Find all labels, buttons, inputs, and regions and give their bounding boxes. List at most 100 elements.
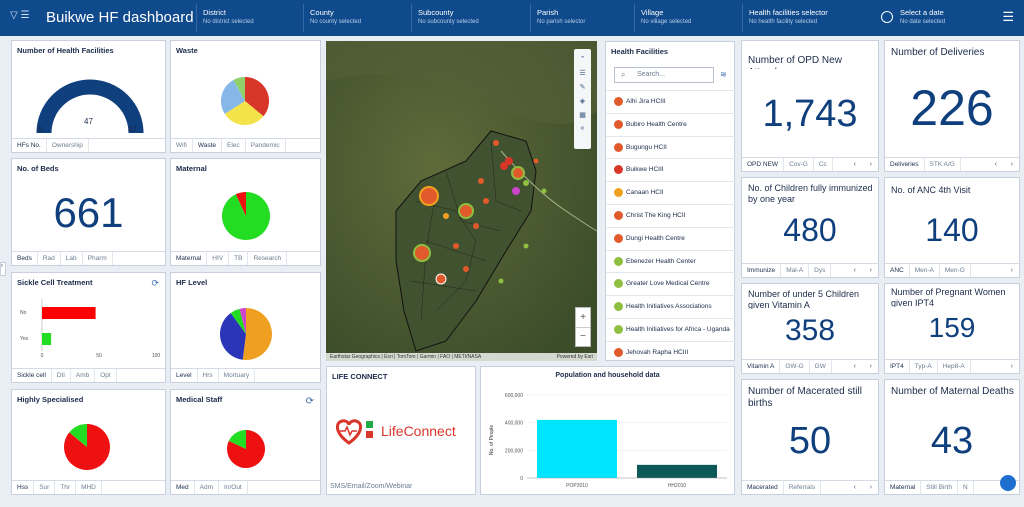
chevron-left-icon[interactable]: ‹: [853, 363, 856, 370]
chevron-right-icon[interactable]: ›: [869, 267, 872, 274]
date-selector[interactable]: Select a date No date selected: [894, 4, 990, 32]
tab-maternal[interactable]: Maternal: [885, 481, 922, 494]
pie-slice[interactable]: [224, 101, 264, 125]
facility-list-item[interactable]: Greater Love Medical Centre: [606, 272, 736, 295]
bar[interactable]: [637, 464, 717, 478]
chevron-right-icon[interactable]: ›: [1010, 363, 1013, 370]
facility-list-item[interactable]: Buikwe HCIII: [606, 158, 736, 181]
tab-sickle-cell[interactable]: Sickle cell: [12, 369, 52, 382]
tab-pandemic[interactable]: Pandemic: [246, 139, 286, 152]
tab-men-g[interactable]: Men-G: [940, 264, 971, 277]
bar[interactable]: [42, 307, 96, 319]
pie-slice[interactable]: [69, 424, 87, 447]
pie-slice[interactable]: [235, 192, 246, 216]
tab-mal-a[interactable]: Mal-A: [781, 264, 810, 277]
tab-referrals[interactable]: Referrals: [784, 481, 822, 494]
collapse-icon[interactable]: ▽ ☰: [10, 10, 30, 21]
tab-gw-g[interactable]: GW-G: [780, 360, 810, 373]
chevron-right-icon[interactable]: ›: [869, 363, 872, 370]
tab-wifi[interactable]: Wifi: [171, 139, 193, 152]
tab-rad[interactable]: Rad: [38, 252, 61, 265]
pie-slice[interactable]: [220, 312, 246, 360]
tab-cov-g[interactable]: Cov-G: [784, 158, 814, 171]
side-expand-icon[interactable]: ›: [0, 262, 6, 276]
tab-sur[interactable]: Sur: [34, 481, 56, 494]
chevron-right-icon[interactable]: ›: [1010, 161, 1013, 168]
facility-list-item[interactable]: Christ The King HCII: [606, 203, 736, 227]
tab-typ-a[interactable]: Typ-A: [910, 360, 938, 373]
tab-in-out[interactable]: In/Out: [219, 481, 248, 494]
pie-slice[interactable]: [230, 308, 246, 334]
chevron-left-icon[interactable]: ‹: [853, 267, 856, 274]
tab-level[interactable]: Level: [171, 369, 198, 382]
bar[interactable]: [537, 419, 617, 478]
pie-slice[interactable]: [221, 79, 245, 114]
district-selector[interactable]: District No district selected: [196, 4, 302, 32]
facility-list-item[interactable]: Alhi Jira HCIII: [606, 90, 736, 113]
tab-men-a[interactable]: Men-A: [910, 264, 940, 277]
chevron-right-icon[interactable]: ›: [869, 161, 872, 168]
tab-vitamin-a[interactable]: Vitamin A: [742, 360, 781, 373]
tab-mhd[interactable]: MHD: [76, 481, 102, 494]
tab-waste[interactable]: Waste: [193, 139, 223, 152]
tab-adm[interactable]: Adm: [195, 481, 220, 494]
edit-icon[interactable]: ✎: [579, 84, 586, 91]
tab-elec[interactable]: Elec: [222, 139, 246, 152]
tab-lab[interactable]: Lab: [61, 252, 83, 265]
facility-list-item[interactable]: Bugungu HCII: [606, 135, 736, 159]
tab-hss[interactable]: Hss: [12, 481, 35, 494]
pie-slice[interactable]: [242, 308, 272, 360]
tab-macerated[interactable]: Macerated: [742, 481, 784, 494]
tab-stk-ag[interactable]: STK A/G: [925, 158, 961, 171]
tab-hep8-a[interactable]: Hep8-A: [938, 360, 971, 373]
county-selector[interactable]: County No county selected: [303, 4, 409, 32]
tab-hfs-no[interactable]: HFs No.: [12, 139, 47, 152]
list-icon[interactable]: ☰: [579, 70, 586, 77]
tab-hrs[interactable]: Hrs: [198, 369, 219, 382]
grid-icon[interactable]: ▦: [579, 112, 586, 119]
layers-icon[interactable]: ◈: [579, 98, 586, 105]
tab-opd-new[interactable]: OPD NEW: [742, 158, 785, 171]
tab-research[interactable]: Research: [248, 252, 288, 265]
chevron-left-icon[interactable]: ‹: [853, 484, 856, 491]
tab-pharm[interactable]: Pharm: [83, 252, 113, 265]
pie-slice[interactable]: [245, 77, 269, 117]
tab-mortuary[interactable]: Mortuary: [219, 369, 256, 382]
facility-list-item[interactable]: Canaan HCII: [606, 181, 736, 204]
help-button[interactable]: [1000, 475, 1016, 491]
facility-list-item[interactable]: Dungi Health Centre: [606, 226, 736, 250]
subcounty-selector[interactable]: Subcounty No subcounty selected: [411, 4, 530, 32]
tab-gw[interactable]: GW: [810, 360, 832, 373]
chevron-left-icon[interactable]: ‹: [994, 161, 997, 168]
tab-thr[interactable]: Thr: [55, 481, 77, 494]
facility-list-item[interactable]: Health Initiatives for Africa - Uganda: [606, 317, 736, 341]
tab-deliveries[interactable]: Deliveries: [885, 158, 925, 171]
pie-slice[interactable]: [239, 308, 246, 334]
refresh-icon[interactable]: ⟳: [305, 396, 314, 407]
bar[interactable]: [42, 333, 52, 345]
facility-list-item[interactable]: Jehovah Rapha HCIII: [606, 340, 736, 364]
refresh-icon[interactable]: ⟳: [151, 278, 159, 288]
facility-list-item[interactable]: Bubiro Health Centre: [606, 112, 736, 136]
tab-ownership[interactable]: Ownership: [47, 139, 89, 152]
village-selector[interactable]: Village No village selected: [634, 4, 742, 32]
tab-tb[interactable]: TB: [229, 252, 249, 265]
tab-immunize[interactable]: Immunize: [742, 264, 782, 277]
life-connect-footer[interactable]: SMS/Email/Zoom/Webinar: [330, 483, 413, 490]
tab-amb[interactable]: Amb: [71, 369, 96, 382]
menu-icon[interactable]: ☰: [1002, 9, 1014, 24]
pie-slice[interactable]: [228, 430, 246, 449]
tab-n[interactable]: N: [958, 481, 974, 494]
tab-med[interactable]: Med: [171, 481, 195, 494]
zoom-in-button[interactable]: +: [576, 308, 590, 328]
tab-dti[interactable]: Dti: [52, 369, 71, 382]
tab-dys[interactable]: Dys: [809, 264, 832, 277]
tab-maternal[interactable]: Maternal: [171, 252, 208, 265]
pie-slice[interactable]: [233, 77, 245, 101]
collapse-icon[interactable]: «: [580, 125, 585, 132]
tab-cc[interactable]: Cc: [814, 158, 833, 171]
tab-hiv[interactable]: HIV: [207, 252, 230, 265]
tab-opt[interactable]: Opt: [95, 369, 117, 382]
map-view[interactable]: [326, 41, 597, 361]
chevron-right-icon[interactable]: ›: [869, 484, 872, 491]
